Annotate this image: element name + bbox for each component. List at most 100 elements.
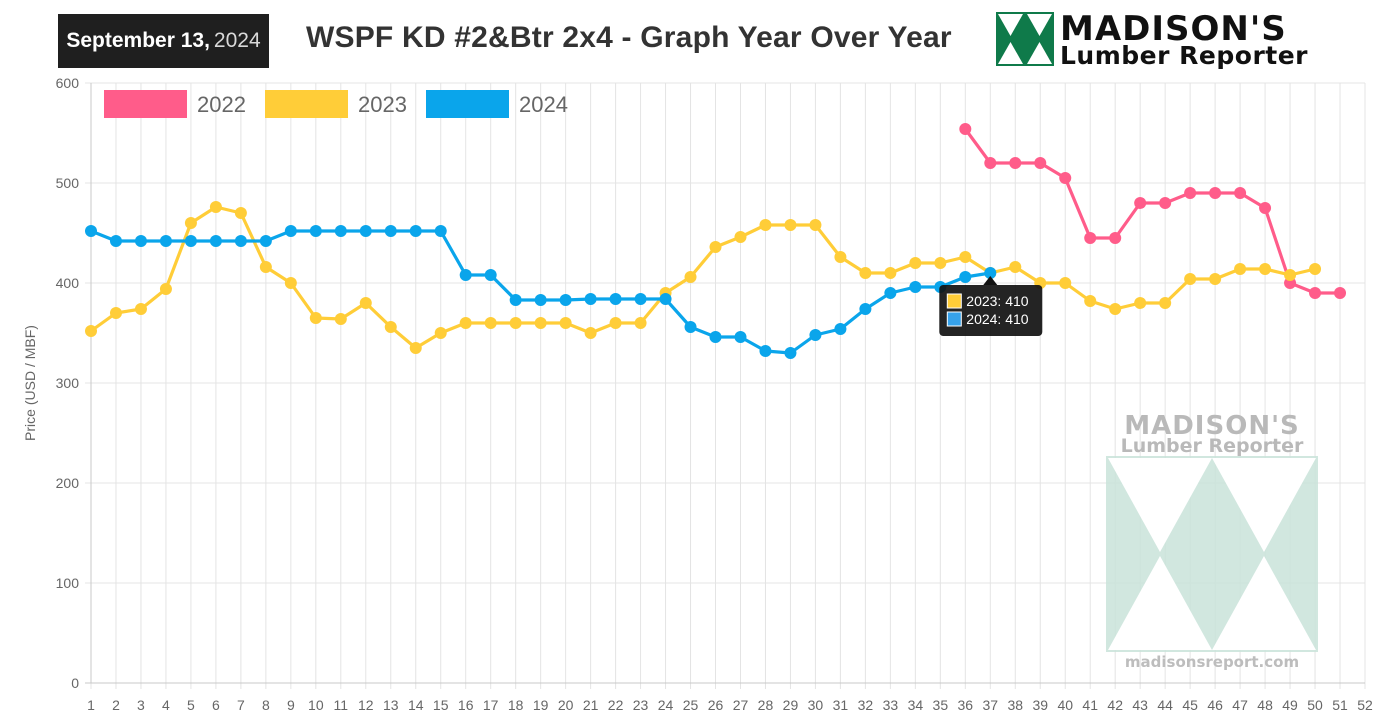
y-axis-label: Price (USD / MBF) bbox=[22, 325, 38, 441]
data-point bbox=[859, 267, 872, 279]
data-point bbox=[309, 225, 322, 237]
data-point bbox=[984, 267, 997, 279]
data-point bbox=[1259, 263, 1272, 275]
data-point bbox=[184, 235, 197, 247]
data-point bbox=[134, 235, 147, 247]
x-tick-label: 29 bbox=[783, 697, 799, 713]
data-point bbox=[509, 317, 522, 329]
data-point bbox=[1309, 263, 1322, 275]
data-point bbox=[284, 225, 297, 237]
data-point bbox=[484, 269, 497, 281]
x-tick-label: 18 bbox=[508, 697, 524, 713]
x-tick-label: 12 bbox=[358, 697, 374, 713]
legend-swatch bbox=[104, 90, 187, 118]
x-tick-label: 40 bbox=[1057, 697, 1073, 713]
legend-item-2022[interactable]: 2022 bbox=[104, 90, 246, 118]
data-point bbox=[1209, 187, 1222, 199]
legend-item-2024[interactable]: 2024 bbox=[426, 90, 568, 118]
data-point bbox=[259, 261, 272, 273]
x-tick-label: 9 bbox=[287, 697, 295, 713]
x-tick-label: 4 bbox=[162, 697, 170, 713]
data-point bbox=[1084, 232, 1097, 244]
data-point bbox=[509, 294, 522, 306]
data-point bbox=[159, 235, 172, 247]
series-line-2022 bbox=[964, 128, 1340, 295]
data-point bbox=[1009, 261, 1022, 273]
x-tick-label: 16 bbox=[458, 697, 474, 713]
x-tick-label: 25 bbox=[683, 697, 699, 713]
x-tick-label: 32 bbox=[858, 697, 874, 713]
logo-subtitle: Lumber Reporter bbox=[1060, 41, 1309, 70]
data-point bbox=[434, 327, 447, 339]
data-point bbox=[1309, 287, 1322, 299]
x-tick-label: 13 bbox=[383, 697, 399, 713]
x-tick-label: 2 bbox=[112, 697, 120, 713]
data-point bbox=[459, 317, 472, 329]
x-tick-label: 17 bbox=[483, 697, 499, 713]
x-tick-label: 20 bbox=[558, 697, 574, 713]
x-tick-label: 36 bbox=[958, 697, 974, 713]
x-tick-label: 35 bbox=[933, 697, 949, 713]
data-point bbox=[384, 225, 397, 237]
data-point bbox=[609, 317, 622, 329]
watermark-subtitle: Lumber Reporter bbox=[1121, 435, 1304, 457]
data-point bbox=[784, 219, 797, 231]
data-point bbox=[85, 325, 97, 337]
data-point bbox=[934, 257, 947, 269]
data-point bbox=[559, 317, 572, 329]
data-point bbox=[209, 201, 222, 213]
data-point bbox=[434, 225, 447, 237]
data-point bbox=[359, 297, 372, 309]
legend-swatch bbox=[426, 90, 509, 118]
x-tick-label: 44 bbox=[1157, 697, 1173, 713]
watermark-url: madisonsreport.com bbox=[1125, 653, 1299, 671]
chart-title: WSPF KD #2&Btr 2x4 - Graph Year Over Yea… bbox=[306, 21, 952, 54]
x-tick-label: 39 bbox=[1032, 697, 1048, 713]
data-point bbox=[234, 207, 247, 219]
legend-label: 2022 bbox=[197, 92, 246, 117]
x-tick-label: 26 bbox=[708, 697, 724, 713]
date-year: 2024 bbox=[213, 29, 261, 52]
data-point bbox=[734, 231, 747, 243]
x-tick-label: 33 bbox=[883, 697, 899, 713]
x-tick-label: 3 bbox=[137, 697, 145, 713]
data-point bbox=[1134, 197, 1147, 209]
tooltip-label: 2023: 410 bbox=[966, 293, 1028, 309]
data-point bbox=[809, 219, 822, 231]
x-tick-label: 11 bbox=[334, 697, 349, 713]
x-tick-label: 21 bbox=[583, 697, 599, 713]
legend-label: 2024 bbox=[519, 92, 568, 117]
data-point bbox=[159, 283, 172, 295]
legend-item-2023[interactable]: 2023 bbox=[265, 90, 407, 118]
watermark: MADISON'S Lumber Reporter madisonsreport… bbox=[1106, 411, 1318, 671]
data-point bbox=[409, 225, 422, 237]
madisons-logo: MADISON'S Lumber Reporter bbox=[996, 9, 1358, 70]
data-point bbox=[1234, 187, 1247, 199]
chart-tooltip: 2023: 410 2024: 410 bbox=[939, 276, 1043, 336]
data-point bbox=[459, 269, 472, 281]
chart-legend[interactable]: 2022 2023 2024 bbox=[104, 90, 568, 118]
data-point bbox=[684, 271, 697, 283]
data-point bbox=[184, 217, 197, 229]
watermark-logo-icon bbox=[1106, 456, 1318, 652]
x-tick-label: 7 bbox=[237, 697, 245, 713]
tooltip-swatch bbox=[946, 293, 962, 309]
data-point bbox=[984, 157, 997, 169]
data-point bbox=[1184, 273, 1197, 285]
data-point bbox=[534, 317, 547, 329]
data-point bbox=[1209, 273, 1222, 285]
data-point bbox=[534, 294, 547, 306]
x-tick-label: 8 bbox=[262, 697, 270, 713]
data-point bbox=[759, 219, 772, 231]
data-point bbox=[959, 271, 972, 283]
x-tick-label: 24 bbox=[658, 697, 674, 713]
data-point bbox=[234, 235, 247, 247]
x-tick-label: 14 bbox=[408, 697, 424, 713]
y-tick-label: 600 bbox=[56, 75, 80, 91]
x-tick-label: 5 bbox=[187, 697, 195, 713]
data-point bbox=[884, 287, 897, 299]
x-tick-label: 51 bbox=[1332, 697, 1348, 713]
y-tick-label: 200 bbox=[56, 475, 80, 491]
data-point bbox=[1034, 157, 1047, 169]
